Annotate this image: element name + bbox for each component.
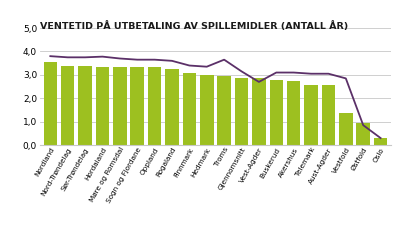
Bar xyxy=(43,62,57,145)
Bar xyxy=(61,66,75,145)
Bar xyxy=(183,73,196,145)
Bar xyxy=(356,123,370,145)
Bar xyxy=(269,80,283,145)
Bar xyxy=(235,78,248,145)
Bar xyxy=(200,75,213,145)
Bar xyxy=(78,66,92,145)
Bar xyxy=(113,67,126,145)
Bar xyxy=(322,85,335,145)
Bar xyxy=(217,76,231,145)
Bar xyxy=(165,69,179,145)
Bar xyxy=(148,67,162,145)
Bar xyxy=(304,85,318,145)
Bar xyxy=(339,113,353,145)
Bar xyxy=(374,138,387,145)
Text: VENTETID PÅ UTBETALING AV SPILLEMIDLER (ANTALL ÅR): VENTETID PÅ UTBETALING AV SPILLEMIDLER (… xyxy=(40,21,348,31)
Bar xyxy=(252,78,266,145)
Bar xyxy=(287,81,300,145)
Bar xyxy=(130,67,144,145)
Bar xyxy=(96,67,109,145)
